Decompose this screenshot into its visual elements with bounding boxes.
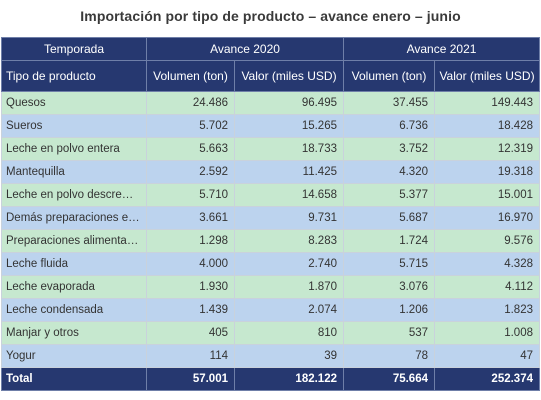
table-row: Leche fluida 4.000 2.740 5.715 4.328: [1, 252, 540, 276]
table-row: Leche en polvo entera 5.663 18.733 3.752…: [1, 137, 540, 161]
table-title: Importación por tipo de producto – avanc…: [80, 8, 461, 24]
cell-value-2021: 15.001: [434, 183, 540, 207]
cell-volume-2020: 114: [146, 344, 235, 368]
cell-volume-2020: 5.663: [146, 137, 235, 161]
cell-product: Leche fluida: [1, 252, 147, 276]
cell-volume-2021: 6.736: [343, 114, 435, 138]
cell-volume-2021: 3.076: [343, 275, 435, 299]
table-row: Sueros 5.702 15.265 6.736 18.428: [1, 114, 540, 138]
total-value-2020: 182.122: [234, 367, 344, 391]
cell-volume-2021: 3.752: [343, 137, 435, 161]
cell-volume-2020: 24.486: [146, 91, 235, 115]
header-volume-2020: Volumen (ton): [146, 60, 235, 92]
cell-value-2021: 4.328: [434, 252, 540, 276]
table-row: Manjar y otros 405 810 537 1.008: [1, 321, 540, 345]
cell-value-2020: 8.283: [234, 229, 344, 253]
cell-volume-2021: 1.724: [343, 229, 435, 253]
cell-value-2020: 96.495: [234, 91, 344, 115]
header-row-columns: Tipo de producto Volumen (ton) Valor (mi…: [1, 60, 540, 92]
table-row: Yogur 114 39 78 47: [1, 344, 540, 368]
cell-value-2020: 14.658: [234, 183, 344, 207]
cell-product: Leche en polvo entera: [1, 137, 147, 161]
table-body: Quesos 24.486 96.495 37.455 149.443 Suer…: [1, 91, 540, 391]
cell-volume-2021: 1.206: [343, 298, 435, 322]
cell-volume-2021: 5.687: [343, 206, 435, 230]
cell-product: Leche evaporada: [1, 275, 147, 299]
header-product-type: Tipo de producto: [1, 60, 147, 92]
table-row: Quesos 24.486 96.495 37.455 149.443: [1, 91, 540, 115]
total-row: Total 57.001 182.122 75.664 252.374: [1, 367, 540, 391]
cell-volume-2020: 405: [146, 321, 235, 345]
cell-volume-2021: 37.455: [343, 91, 435, 115]
table-row: Mantequilla 2.592 11.425 4.320 19.318: [1, 160, 540, 184]
cell-value-2021: 19.318: [434, 160, 540, 184]
cell-value-2020: 2.074: [234, 298, 344, 322]
cell-value-2020: 2.740: [234, 252, 344, 276]
cell-volume-2020: 5.710: [146, 183, 235, 207]
cell-volume-2021: 537: [343, 321, 435, 345]
cell-product: Demás preparaciones en ...: [1, 206, 147, 230]
cell-volume-2020: 1.439: [146, 298, 235, 322]
cell-product: Leche condensada: [1, 298, 147, 322]
cell-product: Preparaciones alimentaci...: [1, 229, 147, 253]
cell-value-2020: 15.265: [234, 114, 344, 138]
header-group-2020: Avance 2020: [146, 37, 344, 61]
cell-product: Leche en polvo descrema...: [1, 183, 147, 207]
cell-volume-2020: 1.298: [146, 229, 235, 253]
cell-value-2021: 1.823: [434, 298, 540, 322]
cell-value-2020: 9.731: [234, 206, 344, 230]
cell-volume-2020: 3.661: [146, 206, 235, 230]
cell-product: Yogur: [1, 344, 147, 368]
import-table: Temporada Avance 2020 Avance 2021 Tipo d…: [1, 37, 540, 391]
total-volume-2020: 57.001: [146, 367, 235, 391]
cell-value-2021: 9.576: [434, 229, 540, 253]
cell-value-2020: 18.733: [234, 137, 344, 161]
header-value-2021: Valor (miles USD): [434, 60, 540, 92]
table-row: Leche condensada 1.439 2.074 1.206 1.823: [1, 298, 540, 322]
header-row-season: Temporada Avance 2020 Avance 2021: [1, 37, 540, 61]
cell-volume-2021: 5.377: [343, 183, 435, 207]
cell-value-2021: 47: [434, 344, 540, 368]
table-row: Preparaciones alimentaci... 1.298 8.283 …: [1, 229, 540, 253]
table-row: Leche en polvo descrema... 5.710 14.658 …: [1, 183, 540, 207]
table-row: Leche evaporada 1.930 1.870 3.076 4.112: [1, 275, 540, 299]
cell-value-2020: 39: [234, 344, 344, 368]
cell-product: Quesos: [1, 91, 147, 115]
cell-volume-2021: 78: [343, 344, 435, 368]
cell-volume-2020: 5.702: [146, 114, 235, 138]
cell-value-2021: 18.428: [434, 114, 540, 138]
cell-value-2020: 1.870: [234, 275, 344, 299]
cell-volume-2021: 5.715: [343, 252, 435, 276]
total-label: Total: [1, 367, 147, 391]
cell-volume-2021: 4.320: [343, 160, 435, 184]
header-value-2020: Valor (miles USD): [234, 60, 344, 92]
total-value-2021: 252.374: [434, 367, 540, 391]
cell-value-2021: 149.443: [434, 91, 540, 115]
cell-value-2021: 12.319: [434, 137, 540, 161]
cell-value-2020: 810: [234, 321, 344, 345]
header-volume-2021: Volumen (ton): [343, 60, 435, 92]
cell-product: Manjar y otros: [1, 321, 147, 345]
cell-value-2021: 1.008: [434, 321, 540, 345]
cell-value-2021: 4.112: [434, 275, 540, 299]
cell-volume-2020: 2.592: [146, 160, 235, 184]
cell-volume-2020: 1.930: [146, 275, 235, 299]
header-season: Temporada: [1, 37, 147, 61]
total-volume-2021: 75.664: [343, 367, 435, 391]
table-row: Demás preparaciones en ... 3.661 9.731 5…: [1, 206, 540, 230]
cell-value-2021: 16.970: [434, 206, 540, 230]
cell-value-2020: 11.425: [234, 160, 344, 184]
cell-product: Sueros: [1, 114, 147, 138]
cell-product: Mantequilla: [1, 160, 147, 184]
cell-volume-2020: 4.000: [146, 252, 235, 276]
header-group-2021: Avance 2021: [343, 37, 540, 61]
